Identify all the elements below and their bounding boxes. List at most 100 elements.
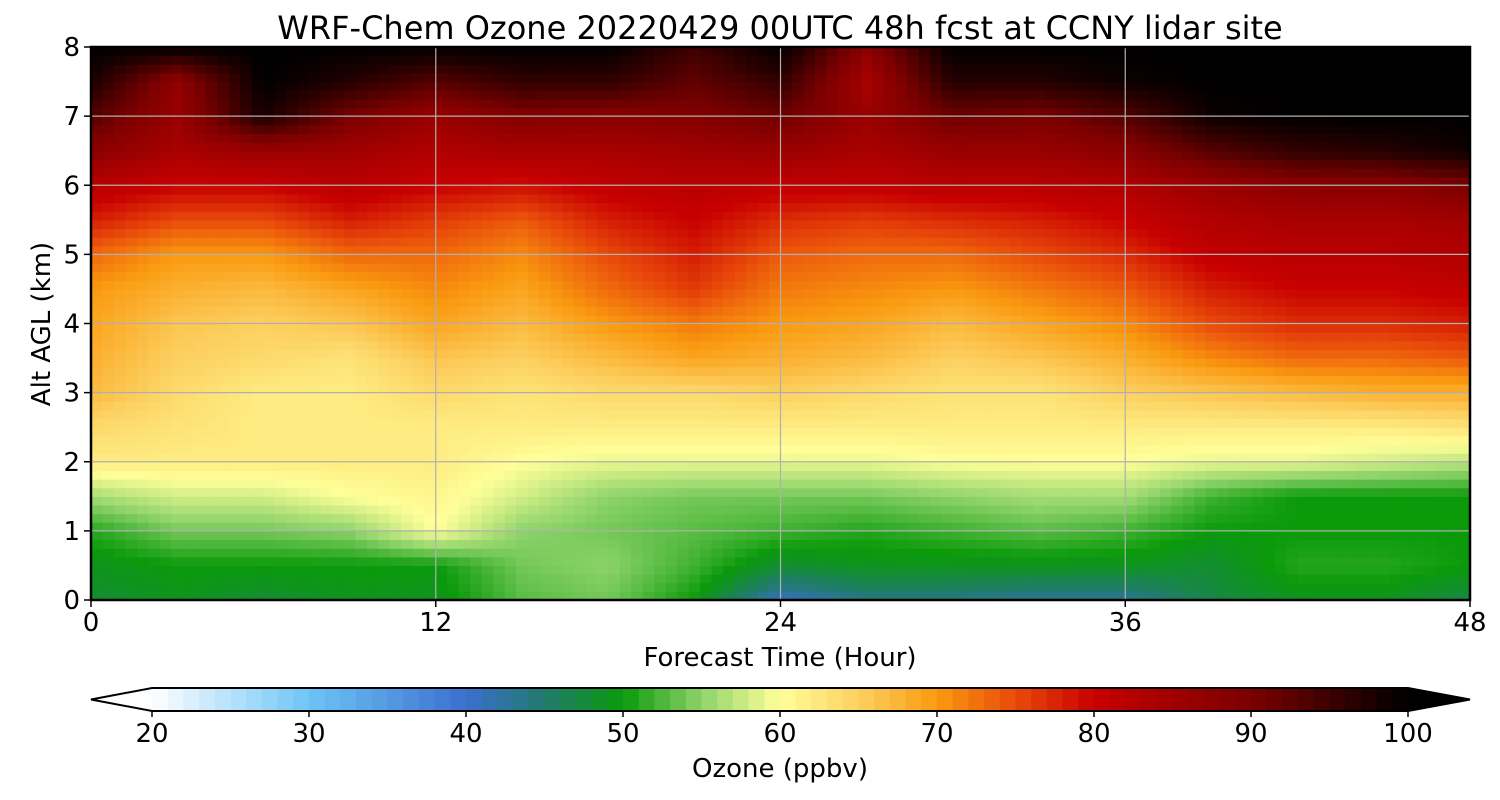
heatmap-cell [1412,314,1425,325]
heatmap-cell [757,513,770,523]
heatmap-cell [1056,349,1069,359]
heatmap-cell [791,349,805,359]
heatmap-cell [113,375,127,385]
heatmap-cell [596,323,609,333]
heatmap-cell [1090,323,1103,333]
heatmap-cell [113,574,127,584]
heatmap-cell [1113,574,1126,584]
heatmap-cell [297,366,310,376]
heatmap-cell [895,435,908,446]
heatmap-cell [952,418,965,428]
heatmap-cell [746,323,759,333]
heatmap-cell [619,280,632,290]
heatmap-cell [642,366,655,376]
heatmap-cell [803,548,816,558]
heatmap-cell [504,487,517,497]
heatmap-cell [228,591,241,601]
heatmap-cell [1194,487,1207,497]
heatmap-cell [1125,340,1138,351]
heatmap-cell [654,323,667,333]
heatmap-cell [1205,418,1218,428]
heatmap-cell [849,548,862,558]
heatmap-cell [608,513,621,523]
heatmap-cell [700,427,713,437]
heatmap-cell [1309,254,1322,264]
heatmap-cell [493,409,506,420]
heatmap-cell [102,591,115,601]
heatmap-cell [975,263,988,273]
heatmap-cell [389,332,402,342]
heatmap-cell [481,453,494,463]
heatmap-cell [619,548,632,558]
heatmap-cell [964,444,977,454]
heatmap-cell [217,591,230,601]
heatmap-cell [412,340,425,351]
heatmap-cell [171,409,184,420]
heatmap-cell [883,479,897,489]
heatmap-cell [343,409,356,420]
heatmap-cell [952,323,965,333]
heatmap-cell [504,548,517,558]
heatmap-cell [91,479,104,489]
heatmap-cell [504,271,517,281]
heatmap-cell [1148,288,1161,299]
heatmap-cell [470,461,483,471]
heatmap-cell [1297,332,1310,342]
heatmap-cell [389,280,402,290]
heatmap-cell [205,444,219,454]
heatmap-cell [182,556,196,567]
heatmap-cell [458,314,471,325]
heatmap-cell [746,479,759,489]
heatmap-cell [1343,392,1356,402]
heatmap-cell [1033,254,1046,264]
heatmap-cell [837,280,851,290]
heatmap-cell [91,453,104,463]
heatmap-cell [1136,418,1149,428]
heatmap-cell [297,548,310,558]
heatmap-cell [1044,479,1057,489]
heatmap-cell [964,582,977,592]
heatmap-cell [1435,418,1448,428]
heatmap-cell [1309,383,1322,394]
heatmap-cell [1090,254,1103,264]
heatmap-cell [1079,591,1092,601]
heatmap-cell [1205,556,1218,567]
heatmap-cell [481,409,494,420]
heatmap-cell [470,435,483,446]
heatmap-cell [1458,332,1471,342]
heatmap-cell [1343,314,1356,325]
heatmap-cell [493,453,506,463]
heatmap-cell [228,297,241,307]
heatmap-cell [1343,340,1356,351]
heatmap-cell [711,453,724,463]
heatmap-cell [1228,513,1241,523]
heatmap-cell [355,245,368,255]
heatmap-cell [412,401,425,411]
heatmap-cell [91,323,104,333]
heatmap-cell [182,237,196,247]
heatmap-cell [1113,513,1126,523]
heatmap-cell [1125,444,1138,454]
heatmap-cell [1458,496,1471,506]
heatmap-cell [309,591,322,601]
heatmap-cell [1447,444,1460,454]
heatmap-cell [631,288,644,299]
heatmap-cell [274,366,287,376]
heatmap-cell [918,314,931,325]
heatmap-cell [631,435,644,446]
heatmap-cell [700,496,713,506]
heatmap-cell [918,548,931,558]
heatmap-cell [493,263,506,273]
heatmap-cell [929,349,942,359]
heatmap-cell [929,392,942,402]
heatmap-cell [585,548,598,558]
heatmap-cell [631,461,644,471]
heatmap-cell [159,565,173,575]
heatmap-cell [1182,582,1195,592]
heatmap-cell [1090,366,1103,376]
heatmap-cell [1090,504,1103,515]
heatmap-cell [527,280,540,290]
heatmap-cell [1309,556,1322,567]
heatmap-cell [125,366,138,376]
heatmap-cell [918,574,931,584]
